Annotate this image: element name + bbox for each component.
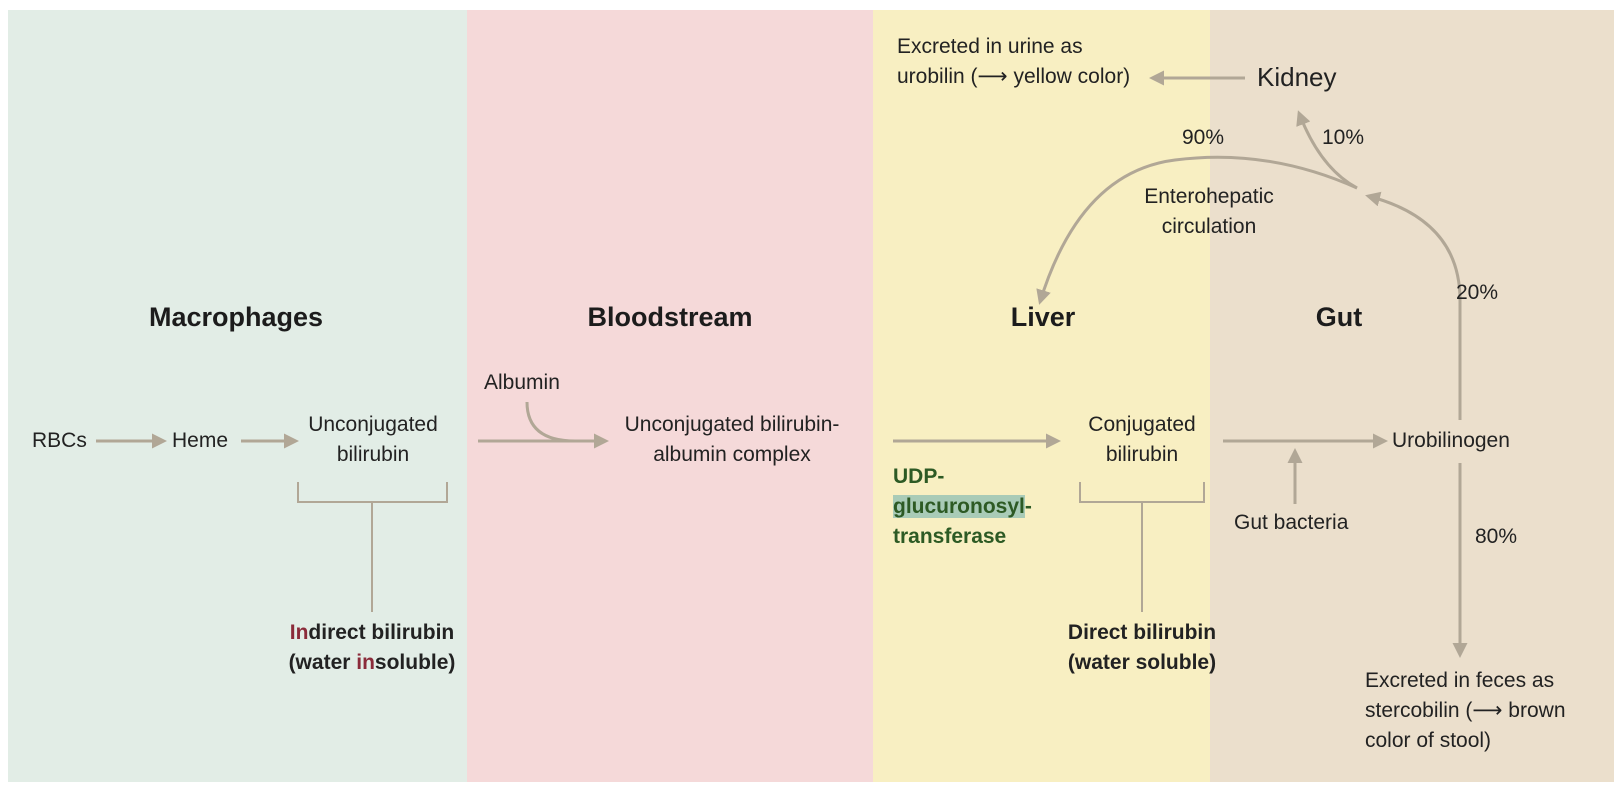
feces-line1: Excreted in feces as	[1365, 669, 1555, 692]
node-complex: Unconjugated bilirubin- albumin complex	[612, 410, 852, 470]
urine-line1: Excreted in urine as	[897, 35, 1083, 58]
arrow-enterohepatic	[1036, 155, 1358, 305]
label-feces-excretion: Excreted in feces as stercobilin (⟶ brow…	[1365, 666, 1566, 756]
node-gut-bacteria: Gut bacteria	[1234, 511, 1349, 534]
node-rbcs: RBCs	[32, 429, 87, 452]
bracket-unconjugated	[297, 482, 448, 612]
panel-bloodstream	[467, 10, 873, 782]
enzyme-line1: UDP-	[893, 465, 945, 488]
enzyme-dash: -	[1024, 495, 1032, 518]
label-urine-excretion: Excreted in urine as urobilin (⟶ yellow …	[897, 32, 1130, 92]
node-heme: Heme	[172, 429, 229, 452]
enzyme-line3: transferase	[893, 525, 1007, 548]
node-unconjugated-line1: Unconjugated	[308, 413, 438, 436]
water-rest: soluble)	[374, 651, 456, 674]
direct-line2: (water soluble)	[1067, 651, 1217, 674]
percent-90: 90%	[1182, 126, 1225, 149]
indirect-line2: (water insoluble)	[270, 648, 474, 678]
feces-line2: stercobilin (⟶ brown	[1365, 699, 1566, 722]
indirect-line1: Indirect bilirubin	[270, 618, 474, 648]
enzyme-label: UDP- glucuronosyl- transferase	[893, 462, 1032, 552]
heading-macrophages: Macrophages	[148, 302, 324, 332]
label-indirect-bilirubin: Indirect bilirubin (water insoluble)	[270, 618, 474, 678]
arrow-to-kidney	[1296, 110, 1358, 190]
bracket-conjugated	[1079, 482, 1205, 612]
percent-20: 20%	[1456, 281, 1499, 304]
percent-10: 10%	[1322, 126, 1365, 149]
node-conjugated-line1: Conjugated	[1088, 413, 1196, 436]
enterohepatic-line2: circulation	[1161, 215, 1257, 238]
indirect-accent: In	[289, 621, 309, 644]
feces-line3: color of stool)	[1365, 729, 1492, 752]
enzyme-highlight: glucuronosyl	[893, 495, 1025, 518]
water-accent: in	[356, 651, 375, 674]
node-conjugated-bilirubin: Conjugated bilirubin	[1070, 410, 1214, 470]
node-complex-line2: albumin complex	[653, 443, 811, 466]
panel-liver	[873, 10, 1210, 782]
water-open: (water	[288, 651, 357, 674]
node-unconjugated-line2: bilirubin	[336, 443, 410, 466]
node-unconjugated-bilirubin: Unconjugated bilirubin	[293, 410, 453, 470]
arrow-albumin-join	[525, 401, 576, 443]
panel-macrophages	[8, 10, 467, 782]
percent-80: 80%	[1475, 525, 1518, 548]
direct-line1: Direct bilirubin	[1067, 621, 1217, 644]
heading-liver: Liver	[1010, 302, 1076, 332]
panel-gut	[1210, 10, 1614, 782]
enterohepatic-line1: Enterohepatic	[1144, 185, 1274, 208]
node-urobilinogen: Urobilinogen	[1392, 429, 1510, 452]
node-complex-line1: Unconjugated bilirubin-	[624, 413, 840, 436]
enzyme-line2: glucuronosyl-	[893, 492, 1032, 522]
node-conjugated-line2: bilirubin	[1105, 443, 1179, 466]
arrow-up-to-branch	[1365, 191, 1462, 420]
indirect-rest: direct bilirubin	[308, 621, 455, 644]
enterohepatic-label: Enterohepatic circulation	[1124, 182, 1294, 242]
label-direct-bilirubin: Direct bilirubin (water soluble)	[1042, 618, 1242, 678]
node-kidney: Kidney	[1257, 62, 1337, 92]
node-albumin: Albumin	[484, 371, 560, 394]
urine-line2: urobilin (⟶ yellow color)	[897, 65, 1131, 88]
heading-gut: Gut	[1315, 302, 1363, 332]
heading-bloodstream: Bloodstream	[587, 302, 753, 332]
